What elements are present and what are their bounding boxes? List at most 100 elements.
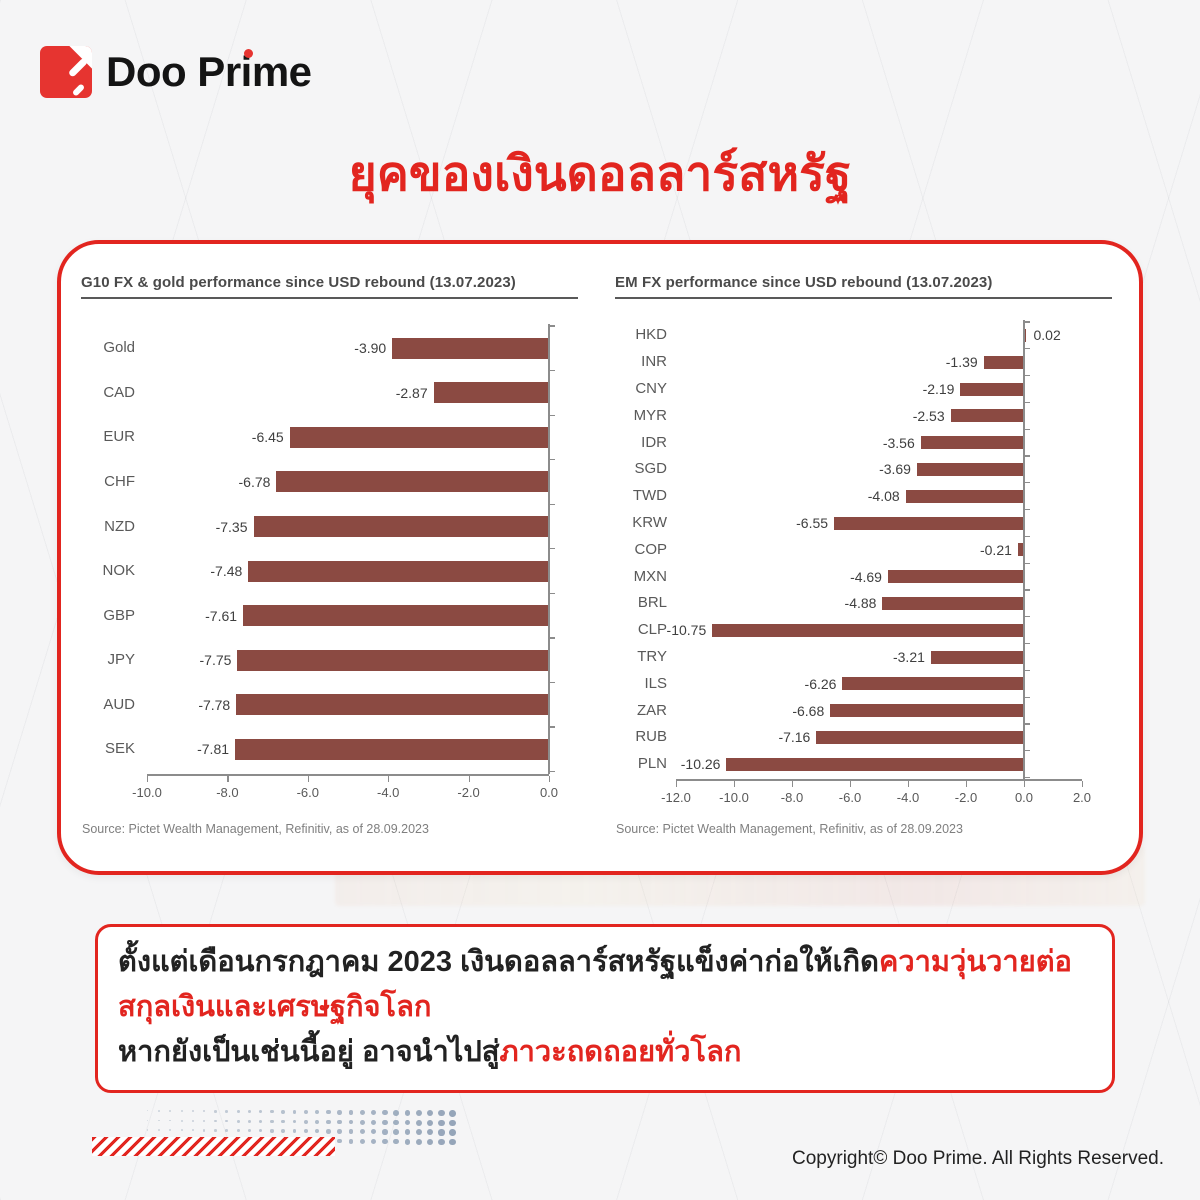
logo-wordmark: Doo Prime	[106, 48, 312, 95]
value-label: -7.81	[197, 741, 230, 758]
axis-tick	[468, 775, 470, 782]
axis-tick	[549, 637, 555, 639]
value-label: -4.08	[867, 488, 900, 505]
bar	[1017, 543, 1024, 557]
axis-tick	[1082, 780, 1084, 787]
source-text-em: Source: Pictet Wealth Management, Refini…	[616, 822, 963, 836]
value-label: -6.78	[238, 473, 271, 490]
summary-line2-red: สกุลเงินและเศรษฐกิจโลก	[118, 991, 432, 1023]
value-label: -6.45	[251, 429, 284, 446]
category-label: MXN	[633, 567, 667, 585]
bar	[905, 489, 1024, 503]
axis-tick-label: -6.0	[838, 790, 862, 805]
category-label: INR	[641, 353, 667, 371]
category-label: ILS	[644, 674, 667, 692]
category-label: KRW	[632, 514, 667, 531]
value-label: -6.26	[804, 675, 837, 692]
bar	[433, 382, 549, 404]
axis-tick	[549, 503, 555, 505]
brand-logo: Doo Prime	[40, 46, 312, 98]
category-label: SEK	[104, 740, 135, 758]
value-label: -10.26	[680, 756, 721, 773]
bar	[983, 355, 1024, 369]
category-label: GBP	[103, 606, 135, 624]
axis-tick	[549, 771, 555, 773]
axis-tick	[1024, 455, 1030, 457]
axis-tick	[1024, 375, 1030, 377]
category-label: MYR	[633, 406, 667, 424]
bar	[830, 704, 1024, 718]
category-label: PLN	[637, 755, 667, 773]
category-label: NOK	[102, 562, 135, 580]
value-label: -3.90	[354, 340, 387, 357]
axis-tick	[1024, 777, 1030, 779]
axis-tick	[1024, 428, 1030, 430]
axis-tick	[1024, 321, 1030, 323]
category-label: TRY	[637, 648, 667, 665]
axis-tick-label: -2.0	[954, 790, 978, 805]
summary-line1-red: ความวุ่นวายต่อ	[878, 946, 1072, 978]
axis-tick	[792, 780, 794, 787]
chart-panel-em: EM FX performance since USD rebound (13.…	[615, 274, 1145, 864]
axis-tick	[966, 780, 968, 787]
value-label: -6.68	[792, 702, 825, 719]
value-label: -7.75	[199, 652, 232, 669]
value-label: -1.39	[945, 354, 978, 371]
axis-tick	[1024, 696, 1030, 698]
summary-line3-black: หากยังเป็นเช่นนี้อยู่ อาจนำไปสู่	[118, 1036, 500, 1068]
chart-title-g10: G10 FX & gold performance since USD rebo…	[81, 274, 578, 299]
axis-tick	[1024, 780, 1026, 787]
axis-tick	[676, 780, 678, 787]
axis-tick	[549, 726, 555, 728]
x-axis	[147, 774, 549, 776]
axis-tick-label: 0.0	[1014, 790, 1034, 805]
value-label: 0.02	[1033, 327, 1061, 344]
axis-tick	[549, 459, 555, 461]
zero-axis	[548, 324, 550, 774]
bar	[842, 677, 1024, 691]
axis-tick-label: -6.0	[296, 785, 319, 800]
axis-tick	[1024, 589, 1030, 591]
value-label: -7.48	[210, 563, 243, 580]
bar	[882, 596, 1024, 610]
category-label: CLP	[637, 621, 667, 639]
bar	[1024, 328, 1026, 342]
axis-tick	[850, 780, 852, 787]
value-label: -2.87	[395, 384, 428, 401]
summary-box: ตั้งแต่เดือนกรกฎาคม 2023 เงินดอลลาร์สหรั…	[95, 924, 1115, 1093]
decor-hatch-bar	[92, 1137, 335, 1156]
axis-tick	[549, 369, 555, 372]
axis-tick	[1024, 509, 1030, 511]
bar	[248, 560, 549, 582]
axis-tick	[1024, 482, 1030, 484]
axis-tick-label: -4.0	[376, 785, 400, 800]
bar	[712, 623, 1024, 637]
axis-tick	[147, 775, 149, 782]
axis-tick	[227, 775, 229, 782]
value-label: -7.61	[205, 607, 238, 624]
bar	[726, 757, 1024, 771]
x-axis	[676, 779, 1082, 781]
axis-tick	[734, 780, 736, 787]
chart-card: G10 FX & gold performance since USD rebo…	[57, 240, 1143, 875]
value-label: -3.56	[882, 434, 915, 451]
axis-tick-label: 0.0	[539, 785, 559, 800]
axis-tick	[549, 548, 555, 550]
value-label: -10.75	[666, 622, 707, 639]
axis-tick	[1024, 562, 1030, 564]
axis-tick	[549, 325, 555, 327]
category-label: IDR	[641, 433, 667, 451]
axis-tick	[549, 681, 555, 684]
bar	[237, 649, 549, 671]
axis-tick	[1024, 750, 1030, 752]
bar	[920, 436, 1024, 450]
bar	[930, 650, 1024, 664]
category-label: AUD	[103, 695, 135, 713]
axis-tick	[1024, 535, 1030, 537]
bar	[816, 730, 1024, 744]
category-label: RUB	[635, 728, 667, 746]
axis-tick	[1024, 723, 1030, 725]
category-label: BRL	[637, 594, 667, 612]
summary-line3-red: ภาวะถดถอยทั่วโลก	[499, 1036, 742, 1068]
bar	[916, 462, 1024, 476]
